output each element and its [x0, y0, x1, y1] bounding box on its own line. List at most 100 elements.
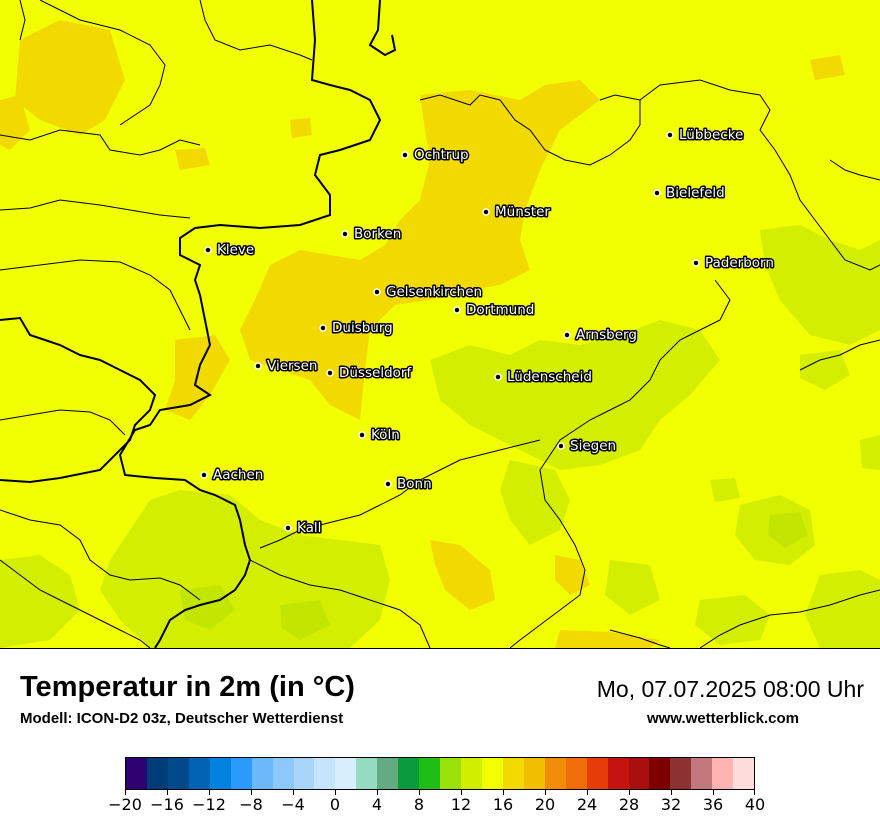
legend-tick-label: 16 — [492, 795, 514, 814]
legend-swatch — [314, 758, 336, 789]
legend-tick-label: 0 — [329, 795, 341, 814]
legend-tick-label: 4 — [371, 795, 383, 814]
city-marker-düsseldorf[interactable] — [326, 369, 334, 377]
legend-swatch — [691, 758, 713, 789]
legend-tick — [671, 789, 672, 795]
legend-tick — [754, 789, 755, 795]
administrative-borders — [0, 0, 880, 648]
legend-swatch — [126, 758, 147, 789]
legend-tick — [545, 789, 546, 795]
legend-swatch — [230, 758, 252, 789]
legend-swatch — [167, 758, 189, 789]
city-label-kleve: Kleve — [217, 242, 254, 258]
city-marker-kleve[interactable] — [204, 246, 212, 254]
legend-swatch — [502, 758, 524, 789]
legend-tick-label: 12 — [450, 795, 472, 814]
city-label-paderborn: Paderborn — [705, 255, 774, 271]
legend-swatch — [628, 758, 650, 789]
map-canvas: Lübbecke Ochtrup Bielefeld Münster Borken Kle… — [0, 0, 880, 648]
city-marker-borken[interactable] — [341, 230, 349, 238]
legend-swatch — [209, 758, 231, 789]
legend-tick — [503, 789, 504, 795]
city-marker-kall[interactable] — [284, 524, 292, 532]
legend-tick — [461, 789, 462, 795]
legend-tick — [293, 789, 294, 795]
city-marker-paderborn[interactable] — [692, 259, 700, 267]
legend-tick-label: −20 — [108, 795, 142, 814]
model-source: Modell: ICON-D2 03z, Deutscher Wetterdie… — [20, 710, 344, 727]
legend-tick — [251, 789, 252, 795]
city-label-köln: Köln — [371, 427, 400, 443]
legend-tick-label: 20 — [534, 795, 556, 814]
legend-tick — [629, 789, 630, 795]
city-label-gelsenkirchen: Gelsenkirchen — [386, 284, 482, 300]
city-marker-lüdenscheid[interactable] — [494, 373, 502, 381]
legend-tick-label: 8 — [413, 795, 425, 814]
city-label-dortmund: Dortmund — [466, 302, 534, 318]
legend-swatch — [440, 758, 461, 789]
legend-swatch — [607, 758, 629, 789]
legend-tick — [167, 789, 168, 795]
city-marker-siegen[interactable] — [557, 442, 565, 450]
website-link[interactable]: www.wetterblick.com — [647, 710, 799, 727]
legend-swatch — [293, 758, 315, 789]
city-marker-aachen[interactable] — [200, 471, 208, 479]
city-marker-gelsenkirchen[interactable] — [373, 288, 381, 296]
legend-swatch — [670, 758, 692, 789]
legend-swatch — [356, 758, 378, 789]
legend-swatch — [272, 758, 294, 789]
chart-title: Temperatur in 2m (in °C) — [20, 671, 355, 703]
legend-tick-label: 40 — [744, 795, 766, 814]
warm-temperature-zones — [0, 20, 845, 648]
color-legend — [125, 757, 755, 790]
city-marker-dortmund[interactable] — [453, 306, 461, 314]
legend-tick-label: 24 — [576, 795, 598, 814]
city-marker-arnsberg[interactable] — [563, 331, 571, 339]
legend-tick — [419, 789, 420, 795]
legend-tick — [209, 789, 210, 795]
city-label-kall: Kall — [297, 520, 321, 536]
legend-tick — [125, 789, 126, 795]
legend-tick-label: 36 — [702, 795, 724, 814]
city-marker-köln[interactable] — [358, 431, 366, 439]
legend-tick — [713, 789, 714, 795]
legend-tick — [377, 789, 378, 795]
city-marker-ochtrup[interactable] — [401, 151, 409, 159]
legend-swatch — [251, 758, 273, 789]
legend-swatch — [398, 758, 420, 789]
city-marker-münster[interactable] — [482, 208, 490, 216]
legend-swatch — [523, 758, 545, 789]
legend-tick-label: −4 — [281, 795, 305, 814]
legend-swatch — [419, 758, 441, 789]
city-marker-duisburg[interactable] — [319, 324, 327, 332]
legend-swatch — [335, 758, 357, 789]
legend-swatch — [377, 758, 399, 789]
city-label-bonn: Bonn — [397, 476, 432, 492]
city-marker-viersen[interactable] — [254, 362, 262, 370]
city-markers: Lübbecke Ochtrup Bielefeld Münster Borken Kle… — [200, 126, 775, 538]
legend-tick — [335, 789, 336, 795]
city-marker-bonn[interactable] — [384, 480, 392, 488]
legend-swatch — [544, 758, 566, 789]
city-label-borken: Borken — [354, 226, 401, 242]
legend-swatch — [481, 758, 503, 789]
forecast-datetime: Mo, 07.07.2025 08:00 Uhr — [596, 676, 864, 702]
city-marker-lübbecke[interactable] — [666, 131, 674, 139]
legend-tick — [587, 789, 588, 795]
legend-swatch — [586, 758, 608, 789]
city-marker-bielefeld[interactable] — [653, 189, 661, 197]
city-label-arnsberg: Arnsberg — [576, 327, 637, 343]
legend-swatch — [712, 758, 734, 789]
city-label-duisburg: Duisburg — [332, 320, 393, 336]
legend-swatch — [649, 758, 671, 789]
legend-tick-label: −8 — [239, 795, 263, 814]
color-legend-ticks: −20 −16 −12 −8 −4 0 4 8 12 16 20 24 28 32 36 40 — [108, 789, 765, 829]
legend-swatch — [188, 758, 210, 789]
legend-swatch — [146, 758, 168, 789]
legend-tick-label: 32 — [660, 795, 682, 814]
city-label-aachen: Aachen — [213, 467, 263, 483]
city-label-düsseldorf: Düsseldorf — [339, 365, 412, 381]
city-label-lübbecke: Lübbecke — [679, 127, 743, 143]
temperature-map[interactable]: Lübbecke Ochtrup Bielefeld Münster Borken Kle… — [0, 0, 880, 649]
legend-tick-label: 28 — [618, 795, 640, 814]
